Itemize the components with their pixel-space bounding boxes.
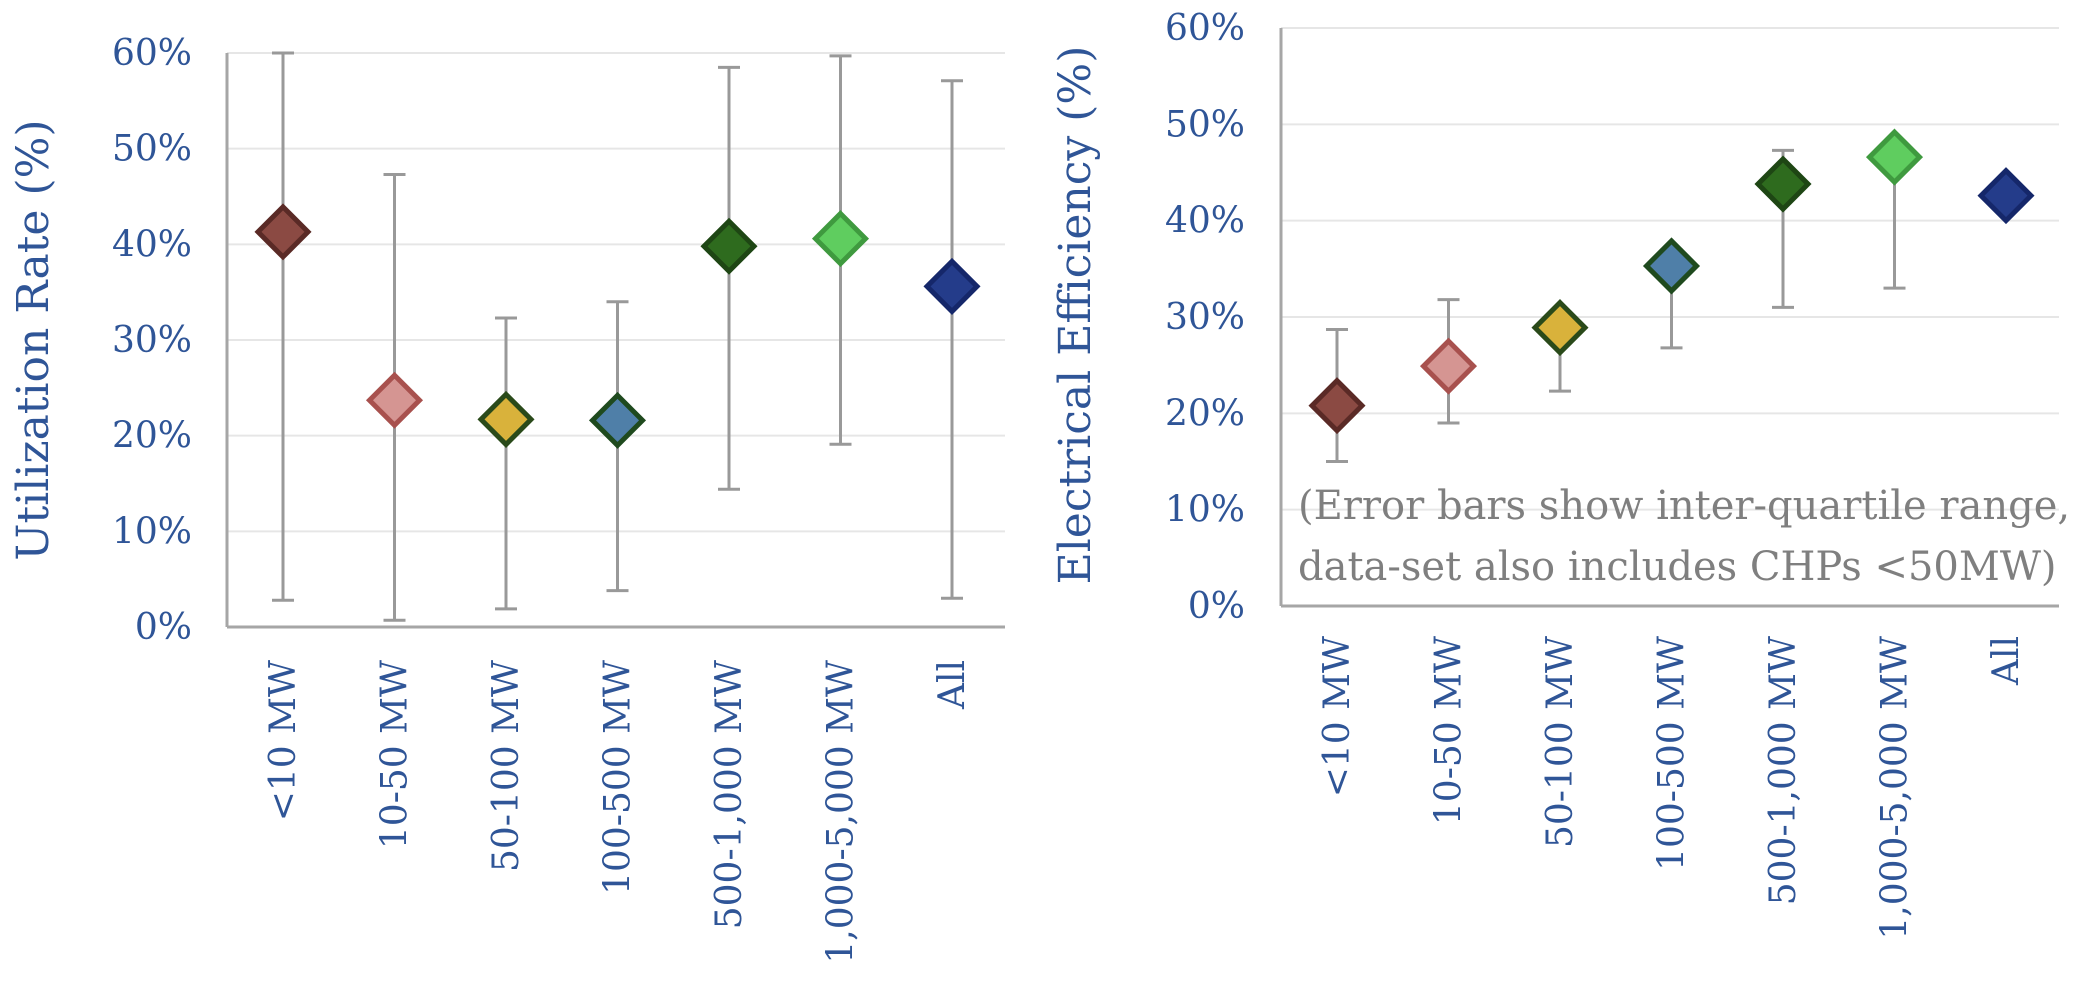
y-tick-label: 20% — [112, 416, 192, 457]
data-point-marker — [254, 203, 312, 261]
error-bar — [272, 51, 294, 602]
data-point-marker — [1531, 299, 1589, 357]
x-category-label: 50-100 MW — [1540, 636, 1581, 848]
y-tick-label: 50% — [1165, 104, 1245, 145]
error-bar — [941, 79, 963, 600]
y-tick-label: 60% — [1165, 8, 1245, 49]
x-category-label: 500-1,000 MW — [709, 660, 750, 929]
chart-annotation: data-set also includes CHPs <50MW) — [1298, 544, 2057, 590]
data-point-marker — [923, 257, 981, 315]
data-point-marker — [1977, 167, 2035, 225]
y-tick-label: 10% — [112, 511, 192, 552]
x-category-label: 100-500 MW — [598, 660, 639, 895]
chart-annotation: (Error bars show inter-quartile range, — [1298, 483, 2070, 529]
data-point-marker — [1865, 128, 1924, 186]
efficiency-chart: 0% 10% 20% 30% 40% 50% 60% Electrical Efficienc… — [1050, 8, 2070, 940]
y-tick-label: 60% — [112, 33, 192, 74]
y-tick-label: 0% — [135, 607, 192, 648]
data-point-marker — [1754, 155, 1812, 213]
data-point-marker — [1419, 337, 1478, 395]
y-tick-label: 30% — [1165, 297, 1245, 338]
y-tick-label: 30% — [112, 320, 192, 361]
x-category-label: 10-50 MW — [1429, 636, 1470, 825]
data-point-marker — [811, 210, 870, 268]
x-category-label: 1,000-5,000 MW — [821, 660, 862, 964]
y-tick-label: 20% — [1165, 393, 1245, 434]
data-point-marker — [588, 391, 647, 449]
y-tick-label: 40% — [1165, 201, 1245, 242]
y-axis-title: Electrical Efficiency (%) — [1050, 46, 1101, 585]
data-point-marker — [365, 371, 424, 429]
utilization-chart: 0% 10% 20% 30% 40% 50% 60% Utilization Rate (%)… — [8, 33, 1005, 964]
y-tick-label: 40% — [112, 224, 192, 265]
x-category-label: <10 MW — [263, 660, 304, 821]
x-category-label: 50-100 MW — [486, 660, 527, 872]
y-axis-title: Utilization Rate (%) — [8, 119, 59, 560]
x-category-label: 10-50 MW — [375, 660, 416, 849]
data-point-marker — [700, 217, 758, 275]
x-category-label: 500-1,000 MW — [1763, 636, 1804, 905]
x-category-label: All — [932, 660, 973, 710]
data-point-marker — [477, 390, 535, 448]
error-bar — [495, 316, 517, 611]
data-point-marker — [1308, 377, 1366, 435]
y-tick-label: 50% — [112, 129, 192, 170]
x-category-label: 1,000-5,000 MW — [1875, 636, 1916, 940]
error-bar — [718, 65, 740, 491]
x-category-label: 100-500 MW — [1652, 636, 1693, 871]
x-category-label: <10 MW — [1317, 636, 1358, 797]
x-category-label: All — [1986, 636, 2027, 686]
y-tick-label: 0% — [1188, 586, 1245, 627]
data-point-marker — [1642, 237, 1701, 295]
y-tick-label: 10% — [1165, 490, 1245, 531]
